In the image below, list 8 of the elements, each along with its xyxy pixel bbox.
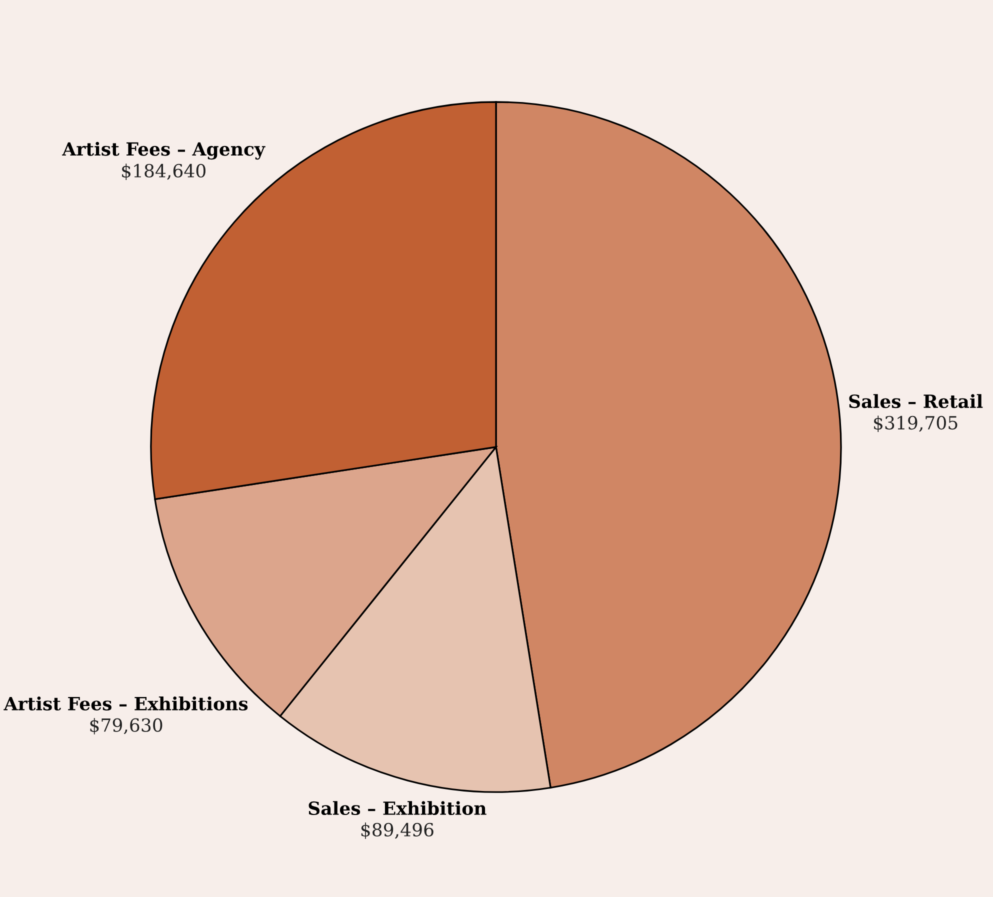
slice-label: Artist Fees – Agency [62, 142, 266, 160]
data-label: $184,640 [122, 164, 206, 180]
slice-label: Sales – Exhibition [308, 801, 486, 816]
data-label: $319,705 [874, 416, 958, 432]
data-label: $89,496 [361, 822, 434, 839]
slice-label: Artist Fees – Exhibitions [4, 696, 248, 710]
data-label: $79,630 [90, 718, 162, 734]
slice-label: Sales – Retail [849, 394, 983, 408]
